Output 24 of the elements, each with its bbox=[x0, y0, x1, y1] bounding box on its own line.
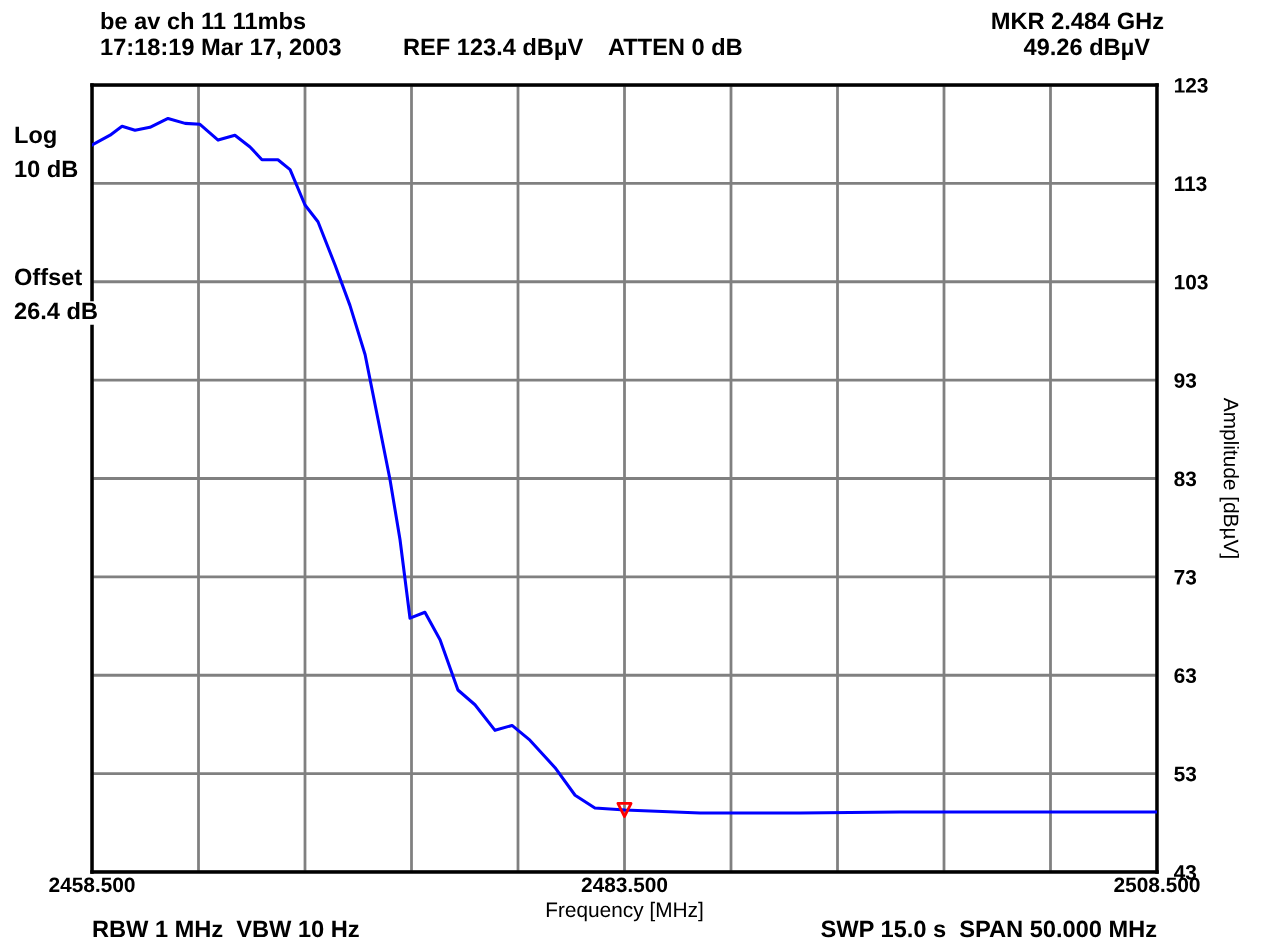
text: 17:18:19 Mar 17, 2003 bbox=[101, 38, 341, 59]
y-axis-title: Amplitude [dBµV] bbox=[1219, 397, 1239, 558]
annotation: 26.4 dB bbox=[14, 302, 97, 320]
y-tick-label: 113 bbox=[1174, 176, 1207, 192]
y-tick-label: 103 bbox=[1174, 274, 1208, 290]
y-tick-label: 73 bbox=[1174, 569, 1197, 585]
text: MKR 2.484 GHz bbox=[992, 12, 1164, 30]
text: 49.26 dBµV bbox=[1023, 38, 1150, 61]
text: Log bbox=[15, 126, 56, 149]
y-tick-label: 83 bbox=[1174, 471, 1197, 487]
text: ATTEN 0 dB bbox=[608, 38, 742, 56]
text: REF 123.4 dBµV bbox=[404, 38, 584, 61]
text: Offset bbox=[14, 268, 82, 286]
y-tick-label: 123 bbox=[1174, 78, 1208, 93]
x-tick-label: 2483.500 bbox=[581, 877, 668, 893]
y-tick-label: 63 bbox=[1174, 668, 1197, 684]
text: RBW 1 MHz VBW 10 Hz bbox=[93, 920, 359, 938]
text: SWP 15.0 s SPAN 50.000 MHz bbox=[821, 920, 1157, 938]
y-tick-label: 93 bbox=[1174, 373, 1197, 388]
text: 10 dB bbox=[15, 160, 78, 178]
x-axis-title: Frequency [MHz] bbox=[546, 901, 703, 922]
y-tick-label: 53 bbox=[1174, 766, 1197, 782]
x-tick-label: 2458.500 bbox=[49, 877, 135, 893]
chart-title: be av ch 11 11mbs bbox=[101, 12, 306, 30]
